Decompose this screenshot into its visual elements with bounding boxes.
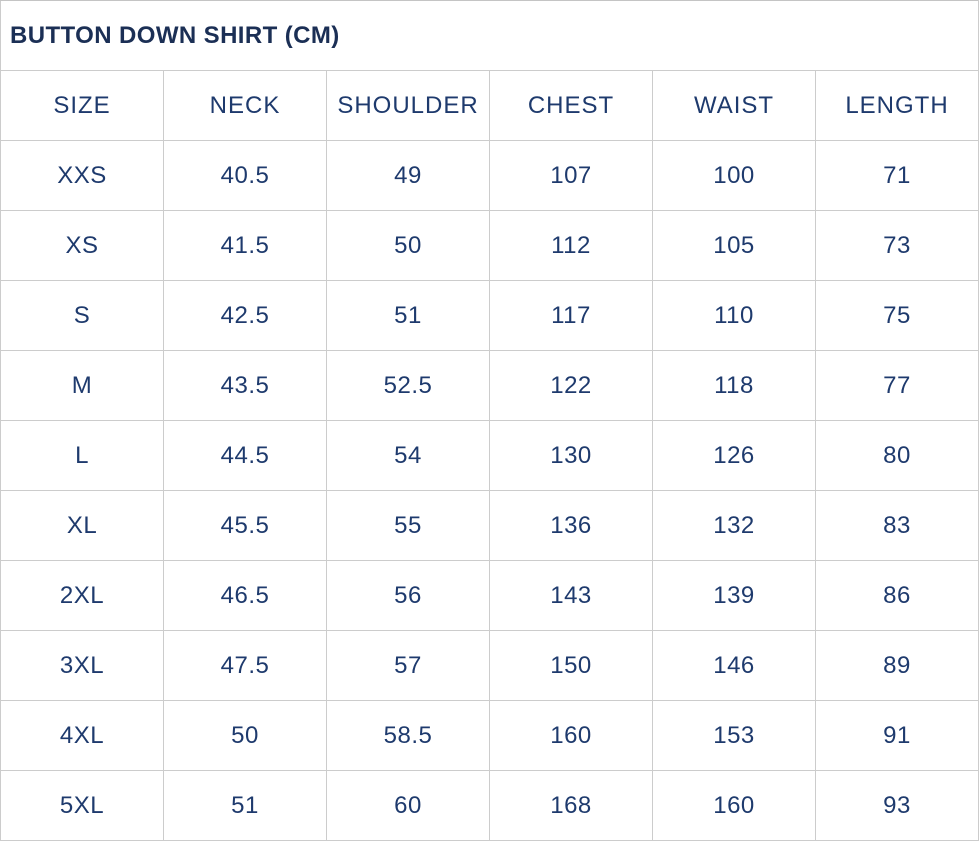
table-row-l: L 44.5 54 130 126 80 [0,420,979,491]
waist-value: 146 [652,630,816,701]
waist-value: 110 [652,280,816,351]
shoulder-value: 55 [326,490,490,561]
table-row-xs: XS 41.5 50 112 105 73 [0,210,979,281]
table-row-2xl: 2XL 46.5 56 143 139 86 [0,560,979,631]
size-label: S [0,280,164,351]
waist-value: 105 [652,210,816,281]
length-value: 89 [815,630,979,701]
chest-value: 117 [489,280,653,351]
chest-value: 143 [489,560,653,631]
chest-value: 168 [489,770,653,841]
size-label: 5XL [0,770,164,841]
column-header-waist: WAIST [652,70,816,141]
shoulder-value: 52.5 [326,350,490,421]
size-label: XS [0,210,164,281]
table-title-row: BUTTON DOWN SHIRT (CM) [0,0,979,71]
length-value: 77 [815,350,979,421]
table-row-3xl: 3XL 47.5 57 150 146 89 [0,630,979,701]
column-header-neck: NECK [163,70,327,141]
waist-value: 153 [652,700,816,771]
neck-value: 47.5 [163,630,327,701]
length-value: 86 [815,560,979,631]
table-row-xxs: XXS 40.5 49 107 100 71 [0,140,979,211]
shoulder-value: 60 [326,770,490,841]
column-header-chest: CHEST [489,70,653,141]
neck-value: 44.5 [163,420,327,491]
length-value: 93 [815,770,979,841]
table-row-s: S 42.5 51 117 110 75 [0,280,979,351]
chest-value: 112 [489,210,653,281]
length-value: 80 [815,420,979,491]
neck-value: 41.5 [163,210,327,281]
size-label: XL [0,490,164,561]
shoulder-value: 58.5 [326,700,490,771]
shoulder-value: 49 [326,140,490,211]
size-label: L [0,420,164,491]
neck-value: 43.5 [163,350,327,421]
column-header-size: SIZE [0,70,164,141]
chest-value: 122 [489,350,653,421]
table-row-m: M 43.5 52.5 122 118 77 [0,350,979,421]
chest-value: 107 [489,140,653,211]
waist-value: 126 [652,420,816,491]
shoulder-value: 56 [326,560,490,631]
shoulder-value: 50 [326,210,490,281]
waist-value: 132 [652,490,816,561]
length-value: 73 [815,210,979,281]
shoulder-value: 51 [326,280,490,351]
column-header-shoulder: SHOULDER [326,70,490,141]
neck-value: 46.5 [163,560,327,631]
waist-value: 118 [652,350,816,421]
neck-value: 42.5 [163,280,327,351]
length-value: 71 [815,140,979,211]
waist-value: 160 [652,770,816,841]
chest-value: 136 [489,490,653,561]
length-value: 83 [815,490,979,561]
waist-value: 139 [652,560,816,631]
table-row-xl: XL 45.5 55 136 132 83 [0,490,979,561]
shoulder-value: 54 [326,420,490,491]
chest-value: 130 [489,420,653,491]
size-label: 4XL [0,700,164,771]
shoulder-value: 57 [326,630,490,701]
chest-value: 150 [489,630,653,701]
size-label: 2XL [0,560,164,631]
column-header-length: LENGTH [815,70,979,141]
size-label: XXS [0,140,164,211]
length-value: 75 [815,280,979,351]
table-row-5xl: 5XL 51 60 168 160 93 [0,770,979,841]
length-value: 91 [815,700,979,771]
neck-value: 50 [163,700,327,771]
chest-value: 160 [489,700,653,771]
neck-value: 40.5 [163,140,327,211]
table-header-row: SIZE NECK SHOULDER CHEST WAIST LENGTH [0,70,979,141]
waist-value: 100 [652,140,816,211]
neck-value: 45.5 [163,490,327,561]
neck-value: 51 [163,770,327,841]
size-label: 3XL [0,630,164,701]
table-title: BUTTON DOWN SHIRT (CM) [0,0,979,71]
size-label: M [0,350,164,421]
table-row-4xl: 4XL 50 58.5 160 153 91 [0,700,979,771]
